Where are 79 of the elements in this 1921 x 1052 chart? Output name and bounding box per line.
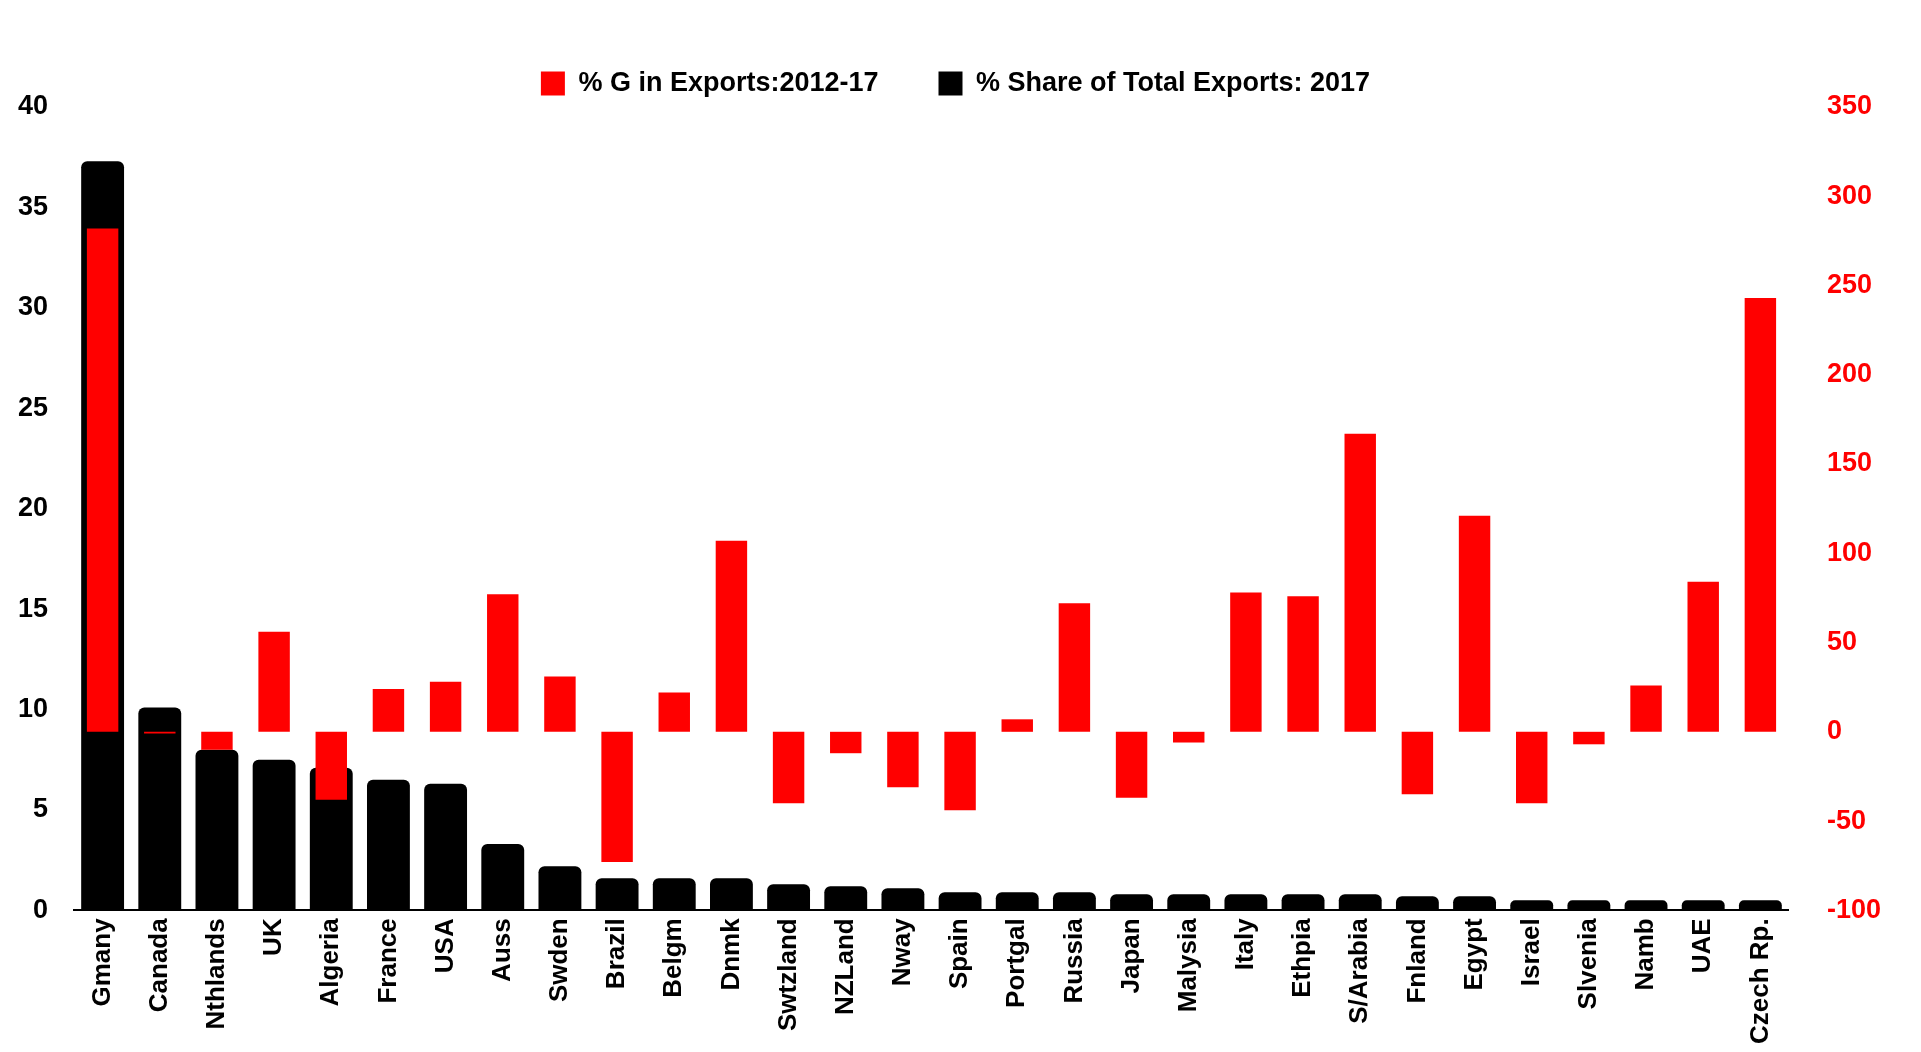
x-tick-label: Brazil — [600, 918, 631, 990]
x-tick-label: Egypt — [1457, 917, 1488, 991]
bar — [201, 731, 233, 750]
y2-tick-label: 150 — [1826, 447, 1873, 478]
x-tick-label: Dnmk — [714, 917, 745, 991]
x-tick-label: Nthlands — [200, 918, 231, 1030]
bar — [372, 688, 405, 732]
x-tick-label: Malysia — [1171, 917, 1202, 1013]
y2-tick-label: 350 — [1826, 90, 1873, 121]
bar — [830, 731, 862, 754]
y2-tick-label: 100 — [1826, 536, 1873, 567]
bar — [1230, 592, 1262, 732]
x-tick-label: Swden — [543, 918, 574, 1003]
x-tick-label: Russia — [1057, 917, 1088, 1004]
bar — [887, 731, 919, 788]
y-tick-label: 40 — [17, 90, 49, 121]
y2-tick-label: 300 — [1826, 179, 1873, 210]
x-tick-label: USA — [428, 918, 459, 974]
x-tick-label: Canada — [142, 917, 173, 1013]
y-tick-label: 5 — [33, 793, 49, 824]
x-tick-label: S/Arabia — [1343, 917, 1374, 1024]
bar — [1287, 596, 1319, 732]
y-tick-label: 15 — [17, 592, 49, 623]
x-tick-label: Algeria — [314, 917, 345, 1007]
y2-tick-label: 250 — [1826, 268, 1873, 299]
bar — [258, 631, 290, 732]
bar — [429, 681, 462, 732]
x-tick-label: NZLand — [828, 918, 859, 1016]
bar — [944, 731, 976, 811]
x-tick-label: Czech Rp. — [1743, 918, 1774, 1044]
bar — [1173, 731, 1205, 743]
y-tick-label: 35 — [17, 190, 49, 221]
bar — [1401, 731, 1434, 795]
y2-tick-label: -100 — [1826, 893, 1882, 924]
x-tick-label: Japan — [1114, 918, 1145, 994]
x-tick-label: Auss — [485, 918, 516, 982]
x-tick-label: Nway — [886, 917, 917, 987]
y-tick-label: 20 — [17, 492, 49, 523]
x-tick-label: Spain — [943, 918, 974, 990]
bar — [487, 594, 519, 732]
y2-tick-label: -50 — [1826, 804, 1866, 835]
x-tick-label: Slvenia — [1572, 917, 1603, 1010]
bar — [1687, 581, 1719, 732]
bar — [1344, 433, 1376, 732]
bar — [1516, 731, 1548, 804]
y-tick-label: 0 — [33, 893, 49, 924]
legend-label: % Share of Total Exports: 2017 — [976, 66, 1371, 97]
bar — [715, 540, 748, 732]
bar — [1115, 731, 1148, 798]
bar — [772, 731, 805, 804]
x-tick-label: Belgm — [657, 918, 688, 998]
x-tick-label: Fnland — [1400, 918, 1431, 1004]
y2-tick-label: 200 — [1826, 358, 1873, 389]
x-tick-label: Portgal — [1000, 918, 1031, 1008]
bar — [1630, 685, 1662, 732]
bar — [544, 676, 576, 732]
bar — [1001, 719, 1033, 732]
x-tick-label: France — [371, 918, 402, 1004]
bar — [1744, 298, 1777, 732]
x-tick-label: Gmany — [85, 917, 116, 1007]
y2-tick-label: 0 — [1826, 715, 1842, 746]
bar — [1058, 603, 1091, 732]
x-tick-label: UK — [257, 918, 288, 956]
bar — [601, 731, 633, 863]
x-tick-label: Namb — [1629, 918, 1660, 991]
x-tick-label: UAE — [1686, 918, 1717, 974]
bar — [1458, 515, 1491, 732]
y2-tick-label: 50 — [1826, 626, 1858, 656]
x-tick-label: Israel — [1514, 918, 1545, 987]
bar — [1573, 731, 1605, 745]
x-tick-label: Swtzland — [771, 918, 802, 1031]
x-tick-label: Italy — [1229, 917, 1260, 971]
bar — [86, 228, 119, 732]
bar — [658, 692, 690, 732]
legend-label: % G in Exports:2012-17 — [578, 66, 879, 97]
y-tick-label: 25 — [17, 391, 49, 422]
y-tick-label: 10 — [17, 692, 49, 723]
x-tick-label: Ethpia — [1286, 917, 1317, 998]
y-tick-label: 30 — [17, 291, 49, 322]
